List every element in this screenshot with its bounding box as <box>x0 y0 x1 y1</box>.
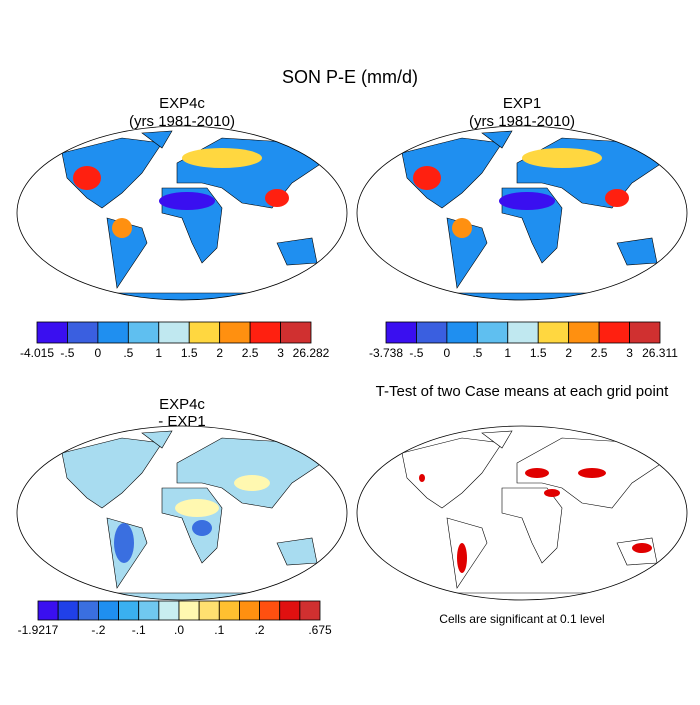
colorbar-box <box>36 321 68 344</box>
colorbar-label: 3 <box>626 346 633 360</box>
colorbar-box <box>249 321 281 344</box>
colorbar-box <box>77 600 99 621</box>
colorbar-label: 3 <box>277 346 284 360</box>
colorbar-box <box>568 321 600 344</box>
colorbar-box <box>158 600 180 621</box>
colorbar-box <box>416 321 448 344</box>
colorbar-box <box>476 321 509 344</box>
colorbar-label: -.2 <box>91 623 105 637</box>
colorbar-label: -1.9217 <box>18 623 59 637</box>
colorbar-box <box>629 321 661 344</box>
colorbar-label: -3.738 <box>369 346 403 360</box>
colorbar-label: 1.5 <box>530 346 547 360</box>
colorbar-box <box>158 321 190 344</box>
panel-title: EXP4c <box>159 95 205 112</box>
colorbar-label: 2.5 <box>242 346 259 360</box>
colorbar-box <box>537 321 570 344</box>
colorbar-box <box>446 321 478 344</box>
colorbar-label: .675 <box>308 623 332 637</box>
panel-title: (yrs 1981-2010) <box>129 113 235 130</box>
figure-title: SON P-E (mm/d) <box>282 67 418 87</box>
panel-title: EXP4c <box>159 396 205 413</box>
colorbar-label: 2 <box>565 346 572 360</box>
note: Cells are significant at 0.1 level <box>439 612 604 626</box>
colorbar-label: 1.5 <box>181 346 198 360</box>
colorbar-box <box>385 321 417 344</box>
colorbar-label: -.1 <box>132 623 146 637</box>
colorbar-label: 26.311 <box>642 346 678 360</box>
colorbar-label: 0 <box>95 346 102 360</box>
panel-title: T-Test of two Case means at each grid po… <box>376 383 669 400</box>
colorbar-box <box>259 600 281 621</box>
map <box>356 125 688 301</box>
colorbar-box <box>118 600 140 621</box>
colorbar-box <box>188 321 221 344</box>
colorbar-label: 0 <box>444 346 451 360</box>
colorbar-label: -.5 <box>60 346 74 360</box>
colorbar-label: 1 <box>504 346 511 360</box>
colorbar-label: .2 <box>255 623 265 637</box>
colorbar-box <box>138 600 160 621</box>
panel-title: EXP1 <box>503 95 541 112</box>
colorbar-label: 2 <box>216 346 223 360</box>
colorbar-box <box>299 600 321 621</box>
colorbar-label: .0 <box>174 623 184 637</box>
colorbar-box <box>97 321 129 344</box>
map <box>16 125 348 301</box>
colorbar-label: 26.282 <box>293 346 330 360</box>
colorbar-label: .5 <box>123 346 133 360</box>
colorbar-box <box>37 600 59 621</box>
colorbar-label: -.5 <box>409 346 423 360</box>
colorbar-box <box>57 600 79 621</box>
colorbar-box <box>127 321 160 344</box>
panel-title: (yrs 1981-2010) <box>469 113 575 130</box>
colorbar-box <box>98 600 119 621</box>
colorbar-box <box>198 600 220 621</box>
colorbar-label: .5 <box>472 346 482 360</box>
colorbar-label: 1 <box>155 346 162 360</box>
colorbar-box <box>280 321 312 344</box>
map <box>16 425 348 601</box>
colorbar-box <box>67 321 99 344</box>
map <box>356 425 688 601</box>
colorbar-label: 2.5 <box>591 346 608 360</box>
colorbar-box <box>598 321 630 344</box>
colorbar-box <box>219 321 251 344</box>
colorbar-box <box>279 600 301 621</box>
colorbar-box <box>507 321 539 344</box>
colorbar-box <box>218 600 240 621</box>
colorbar-label: -4.015 <box>20 346 54 360</box>
colorbar-label: .1 <box>214 623 224 637</box>
colorbar-box <box>178 600 200 621</box>
colorbar-box <box>239 600 260 621</box>
panel-title: - EXP1 <box>158 413 206 430</box>
